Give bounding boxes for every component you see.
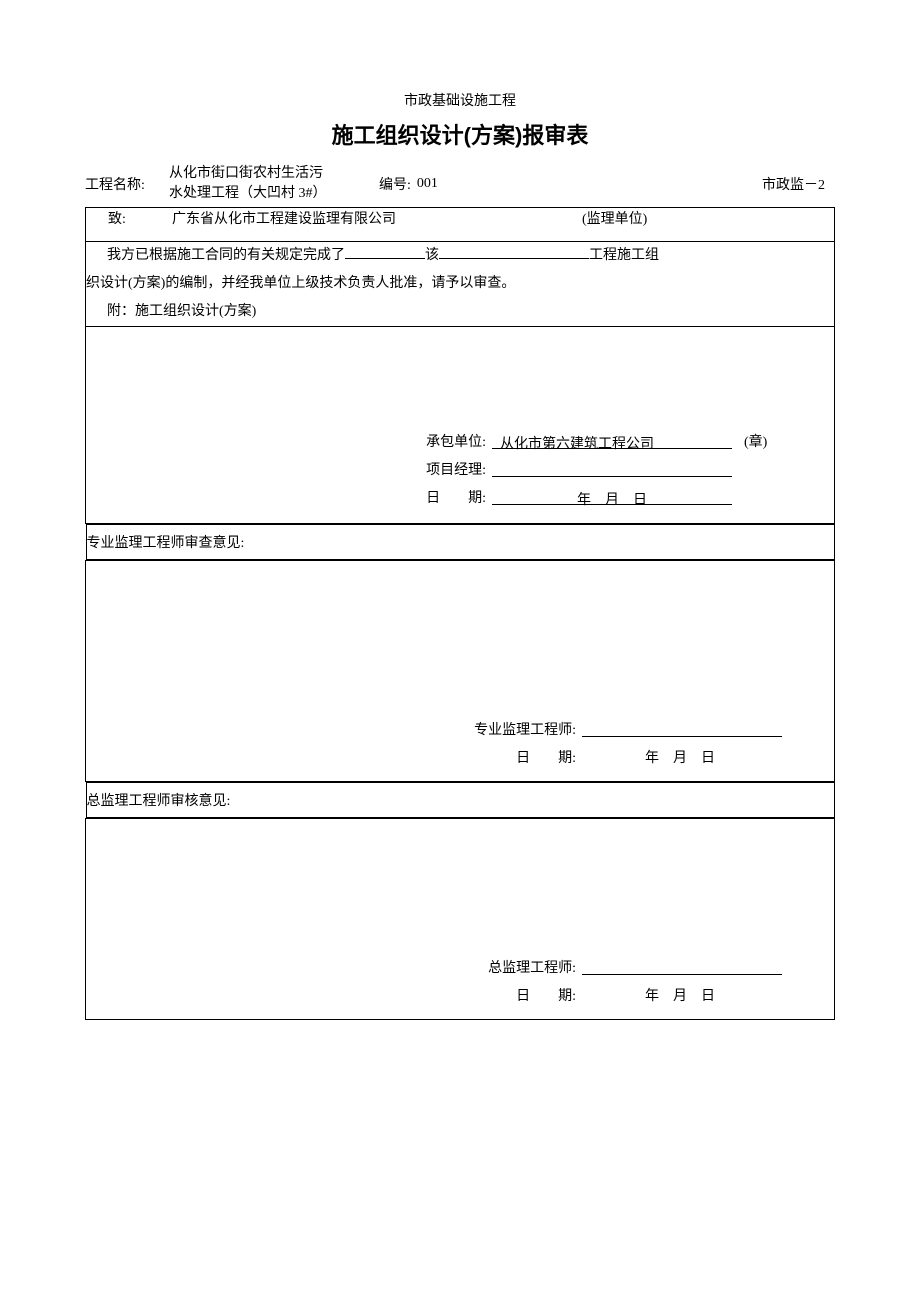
pretitle: 市政基础设施工程 [85, 90, 835, 110]
to-company: 广东省从化市工程建设监理有限公司 [172, 208, 472, 228]
pm-label: 项目经理: [106, 459, 486, 479]
review1-title: 专业监理工程师审查意见: [87, 532, 245, 552]
to-unit-suffix: (监理单位) [582, 208, 647, 228]
review1-date-label: 日 期: [106, 747, 576, 767]
review2-sig-label: 总监理工程师: [106, 957, 576, 977]
review2-title-cell: 总监理工程师审核意见: [86, 782, 835, 818]
intro-prefix: 我方已根据施工合同的有关规定完成了 [107, 242, 345, 270]
intro-blank1 [345, 242, 425, 259]
contractor-unit-value: 从化市第六建筑工程公司 [492, 433, 732, 448]
project-name-line2: 水处理工程（大凹村 3#） [169, 184, 379, 204]
review1-title-cell: 专业监理工程师审查意见: [86, 524, 835, 560]
review2-date-label: 日 期: [106, 985, 576, 1005]
contractor-cell: 承包单位: 从化市第六建筑工程公司 (章) 项目经理: 日 期: 年 月 日 [86, 327, 835, 524]
review1-body: 专业监理工程师: 日 期: 年 月 日 [86, 561, 835, 782]
contractor-unit-label: 承包单位: [106, 431, 486, 451]
to-label: 致: [86, 208, 172, 228]
form-code: 市政监－2 [762, 174, 835, 194]
intro-line2: 织设计(方案)的编制，并经我单位上级技术负责人批准，请予以审查。 [86, 270, 834, 298]
to-cell: 致: 广东省从化市工程建设监理有限公司 (监理单位) [86, 208, 835, 242]
review2-date-value: 年 月 日 [576, 985, 776, 1005]
project-name: 从化市街口街农村生活污 水处理工程（大凹村 3#） [169, 164, 379, 203]
review1-sig-value [582, 721, 782, 736]
contractor-date-value: 年 月 日 [492, 489, 732, 504]
review2-body: 总监理工程师: 日 期: 年 月 日 [86, 819, 835, 1020]
project-name-line1: 从化市街口街农村生活污 [169, 164, 379, 184]
intro-blank2 [439, 242, 589, 259]
review2-title: 总监理工程师审核意见: [87, 790, 231, 810]
intro-suffix: 工程施工组 [589, 242, 659, 270]
form-number: 001 [417, 176, 477, 192]
review2-sig-value [582, 959, 782, 974]
main-table: 致: 广东省从化市工程建设监理有限公司 (监理单位) 我方已根据施工合同的有关规… [85, 207, 835, 1020]
header-row: 工程名称: 从化市街口街农村生活污 水处理工程（大凹村 3#） 编号: 001 … [85, 164, 835, 203]
review1-date-value: 年 月 日 [576, 747, 776, 767]
intro-cell: 我方已根据施工合同的有关规定完成了 该 工程施工组 织设计(方案)的编制，并经我… [86, 242, 835, 327]
intro-mid: 该 [425, 242, 439, 270]
contractor-date-label: 日 期: [106, 487, 486, 507]
pm-value [492, 461, 732, 476]
intro-attach: 附：施工组织设计(方案) [86, 298, 834, 326]
review1-sig-label: 专业监理工程师: [106, 719, 576, 739]
number-label: 编号: [379, 174, 417, 194]
form-title: 施工组织设计(方案)报审表 [85, 118, 835, 150]
contractor-seal: (章) [744, 431, 767, 451]
project-label: 工程名称: [85, 174, 169, 194]
